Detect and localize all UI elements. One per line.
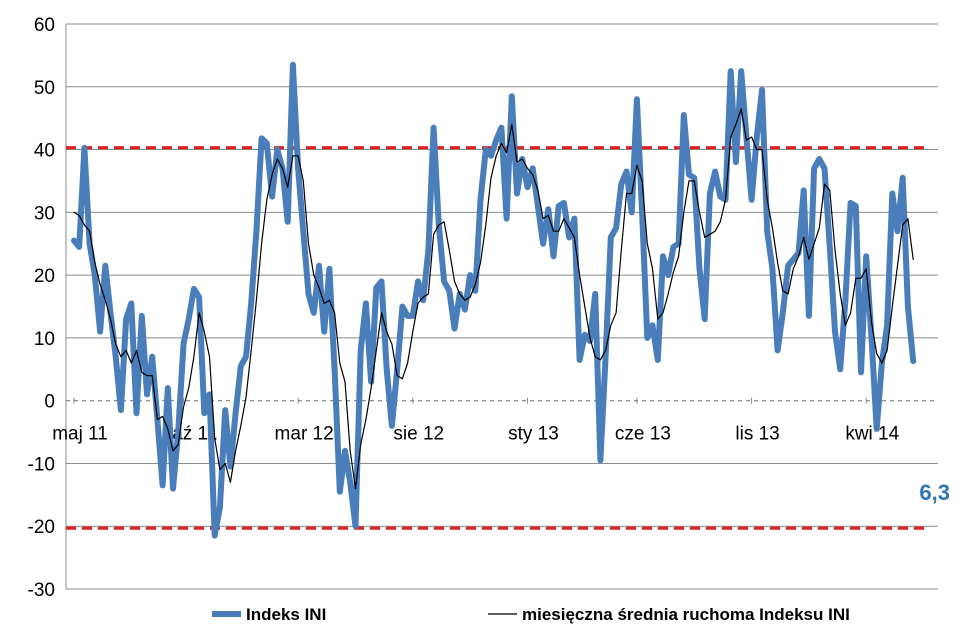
y-axis: -30 -20 -10 0 10 20 30 40 50 60 <box>28 15 67 601</box>
x-tick-label: cze 13 <box>615 424 671 445</box>
series-group <box>71 61 917 539</box>
y-tick-label: 20 <box>34 266 55 287</box>
annotations: 6,3 <box>919 480 950 505</box>
y-tick-label: -30 <box>28 580 55 601</box>
series-line <box>71 61 917 539</box>
value-annotation: 6,3 <box>919 480 950 505</box>
x-axis: maj 11 paź 11 mar 12 sie 12 sty 13 cze 13 lis … <box>52 397 900 445</box>
y-tick-label: 30 <box>34 203 55 224</box>
x-tick-label: mar 12 <box>275 424 334 445</box>
legend-label: Indeks INI <box>246 605 326 624</box>
series-1 <box>73 108 914 490</box>
y-tick-label: 40 <box>34 141 55 162</box>
x-tick-label: sty 13 <box>508 424 559 445</box>
y-tick-label: 10 <box>34 329 55 350</box>
y-tick-label: 60 <box>34 15 55 36</box>
series-0 <box>71 61 917 539</box>
x-tick-label: sie 12 <box>393 424 444 445</box>
series-line <box>73 108 914 490</box>
y-tick-label: 50 <box>34 78 55 99</box>
x-tick-label: lis 13 <box>735 424 779 445</box>
legend-label: miesięczna średnia ruchoma Indeksu INI <box>522 605 850 624</box>
x-tick-label: kwi 14 <box>845 424 899 445</box>
legend: Indeks INI miesięczna średnia ruchoma Ind… <box>212 605 850 624</box>
y-tick-label: 0 <box>44 392 55 413</box>
x-tick-label: maj 11 <box>52 424 108 445</box>
y-tick-label: -20 <box>28 517 55 538</box>
y-tick-label: -10 <box>28 454 55 475</box>
